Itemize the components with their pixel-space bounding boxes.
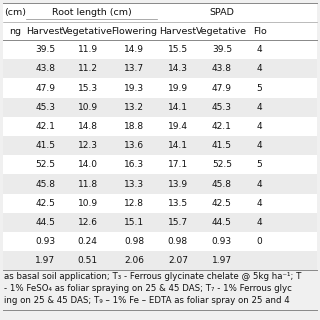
Text: 5: 5 [257, 160, 262, 169]
Text: 19.4: 19.4 [168, 122, 188, 131]
Text: 14.1: 14.1 [168, 103, 188, 112]
Text: Flo: Flo [253, 27, 266, 36]
Text: 14.0: 14.0 [78, 160, 98, 169]
Text: 12.6: 12.6 [78, 218, 98, 227]
Bar [3, 40, 317, 59]
Text: 44.5: 44.5 [212, 218, 232, 227]
Bar [3, 194, 317, 213]
Text: 15.5: 15.5 [168, 45, 188, 54]
Text: 4: 4 [257, 45, 262, 54]
Text: Vegetative: Vegetative [196, 27, 247, 36]
Bar [3, 98, 317, 117]
Text: (cm): (cm) [4, 8, 26, 17]
Text: 19.9: 19.9 [168, 84, 188, 92]
Text: as basal soil application; T₃ - Ferrous glycinate chelate @ 5kg ha⁻¹; T: as basal soil application; T₃ - Ferrous … [4, 272, 301, 281]
Text: Harvest: Harvest [159, 27, 196, 36]
Text: 47.9: 47.9 [35, 84, 55, 92]
Text: 2.06: 2.06 [124, 256, 144, 265]
Text: 42.1: 42.1 [212, 122, 232, 131]
Text: 12.3: 12.3 [78, 141, 98, 150]
Text: 1.97: 1.97 [35, 256, 55, 265]
Text: 12.8: 12.8 [124, 199, 144, 208]
Text: 43.8: 43.8 [212, 64, 232, 73]
Bar [3, 59, 317, 78]
Text: - 1% FeSO₄ as foliar spraying on 25 & 45 DAS; T₇ - 1% Ferrous glyc: - 1% FeSO₄ as foliar spraying on 25 & 45… [4, 284, 292, 293]
Text: 11.2: 11.2 [78, 64, 98, 73]
Text: SPAD: SPAD [210, 8, 234, 17]
Text: 14.3: 14.3 [168, 64, 188, 73]
Text: 10.9: 10.9 [78, 199, 98, 208]
Text: 13.2: 13.2 [124, 103, 144, 112]
Text: 43.8: 43.8 [35, 64, 55, 73]
Bar [3, 232, 317, 251]
Text: 52.5: 52.5 [212, 160, 232, 169]
Text: 4: 4 [257, 122, 262, 131]
Text: 14.8: 14.8 [78, 122, 98, 131]
Text: 11.8: 11.8 [78, 180, 98, 188]
Text: 45.8: 45.8 [35, 180, 55, 188]
Text: 52.5: 52.5 [35, 160, 55, 169]
Text: 45.3: 45.3 [212, 103, 232, 112]
Text: 4: 4 [257, 103, 262, 112]
Text: 14.9: 14.9 [124, 45, 144, 54]
Text: 19.3: 19.3 [124, 84, 144, 92]
Bar [3, 117, 317, 136]
Text: Harvest: Harvest [27, 27, 64, 36]
Text: 39.5: 39.5 [35, 45, 55, 54]
Text: 1.97: 1.97 [212, 256, 232, 265]
Bar [3, 78, 317, 98]
Text: 44.5: 44.5 [35, 218, 55, 227]
Text: 4: 4 [257, 64, 262, 73]
Text: 4: 4 [257, 141, 262, 150]
Text: 0.24: 0.24 [78, 237, 98, 246]
Text: Flowering: Flowering [111, 27, 157, 36]
Text: 13.6: 13.6 [124, 141, 144, 150]
Text: 15.7: 15.7 [168, 218, 188, 227]
Text: 17.1: 17.1 [168, 160, 188, 169]
Text: 16.3: 16.3 [124, 160, 144, 169]
Bar [3, 213, 317, 232]
Text: 2.07: 2.07 [168, 256, 188, 265]
Text: Root length (cm): Root length (cm) [52, 8, 132, 17]
Text: 5: 5 [257, 84, 262, 92]
Bar [3, 251, 317, 270]
Text: 0.93: 0.93 [212, 237, 232, 246]
Bar [3, 22, 317, 40]
Text: ing on 25 & 45 DAS; T₉ – 1% Fe – EDTA as foliar spray on 25 and 4: ing on 25 & 45 DAS; T₉ – 1% Fe – EDTA as… [4, 296, 290, 305]
Text: 4: 4 [257, 180, 262, 188]
Text: 0: 0 [257, 237, 262, 246]
Text: 42.1: 42.1 [35, 122, 55, 131]
Text: 39.5: 39.5 [212, 45, 232, 54]
Bar [3, 3, 317, 22]
Text: 13.3: 13.3 [124, 180, 144, 188]
Text: 47.9: 47.9 [212, 84, 232, 92]
Text: Vegetative: Vegetative [62, 27, 113, 36]
Text: 0.98: 0.98 [168, 237, 188, 246]
Text: 13.9: 13.9 [168, 180, 188, 188]
Bar [3, 155, 317, 174]
Text: 0.98: 0.98 [124, 237, 144, 246]
Text: 4: 4 [257, 218, 262, 227]
Text: 10.9: 10.9 [78, 103, 98, 112]
Text: 45.3: 45.3 [35, 103, 55, 112]
Text: 42.5: 42.5 [35, 199, 55, 208]
Text: 42.5: 42.5 [212, 199, 232, 208]
Text: ng: ng [9, 27, 21, 36]
Text: 11.9: 11.9 [78, 45, 98, 54]
Text: 41.5: 41.5 [212, 141, 232, 150]
Text: 15.3: 15.3 [78, 84, 98, 92]
Text: 45.8: 45.8 [212, 180, 232, 188]
Text: 0.51: 0.51 [78, 256, 98, 265]
Text: 13.7: 13.7 [124, 64, 144, 73]
Text: 4: 4 [257, 199, 262, 208]
Bar [3, 174, 317, 194]
Text: 13.5: 13.5 [168, 199, 188, 208]
Text: 0.93: 0.93 [35, 237, 55, 246]
Text: 14.1: 14.1 [168, 141, 188, 150]
Bar [3, 136, 317, 155]
Text: 15.1: 15.1 [124, 218, 144, 227]
Text: 18.8: 18.8 [124, 122, 144, 131]
Text: 41.5: 41.5 [35, 141, 55, 150]
